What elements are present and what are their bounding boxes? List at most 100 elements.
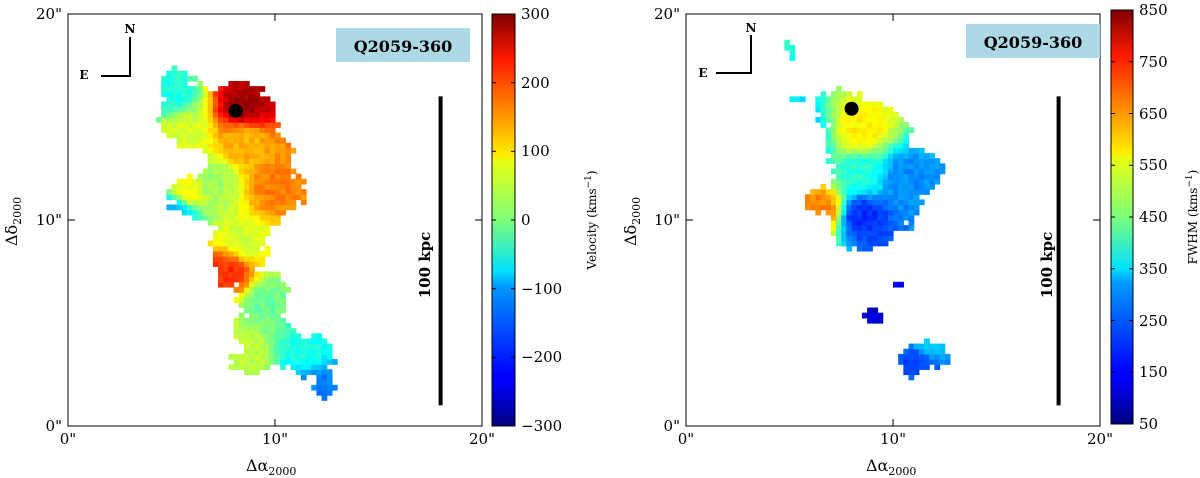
map-pixel xyxy=(887,142,894,149)
map-pixel xyxy=(218,173,224,180)
map-pixel xyxy=(228,158,235,164)
map-pixel xyxy=(841,106,848,113)
map-pixel xyxy=(238,194,245,200)
map-pixel xyxy=(275,147,281,154)
map-pixel xyxy=(192,75,198,82)
map-pixel xyxy=(841,163,848,170)
map-pixel xyxy=(218,183,224,190)
compass-north-label: N xyxy=(746,21,757,35)
map-pixel xyxy=(861,142,868,149)
map-pixel xyxy=(841,220,848,226)
map-pixel xyxy=(321,374,328,381)
map-pixel xyxy=(192,132,198,139)
map-pixel xyxy=(280,359,286,365)
map-pixel xyxy=(280,297,286,303)
map-pixel xyxy=(181,137,188,144)
map-pixel xyxy=(212,168,219,175)
map-pixel xyxy=(836,168,842,175)
map-pixel xyxy=(249,214,255,221)
map-pixel xyxy=(321,389,328,396)
map-pixel xyxy=(867,204,873,211)
map-pixel xyxy=(269,163,276,170)
map-pixel xyxy=(867,111,873,118)
map-pixel xyxy=(254,286,261,293)
map-pixel xyxy=(223,199,230,206)
map-pixel xyxy=(836,189,842,195)
map-pixel xyxy=(176,91,183,97)
map-pixel xyxy=(264,328,271,334)
map-pixel xyxy=(856,220,863,226)
map-pixel xyxy=(810,189,816,195)
map-pixel xyxy=(176,204,183,211)
map-pixel xyxy=(300,374,307,381)
map-pixel xyxy=(228,137,235,144)
map-pixel xyxy=(254,178,261,185)
map-pixel xyxy=(176,70,183,77)
map-pixel xyxy=(264,230,271,237)
map-pixel xyxy=(228,101,235,108)
map-pixel xyxy=(218,137,224,144)
map-pixel xyxy=(233,158,240,164)
map-pixel xyxy=(254,101,261,108)
map-pixel xyxy=(877,189,884,195)
map-pixel xyxy=(275,359,281,365)
map-pixel xyxy=(830,122,837,128)
map-pixel xyxy=(228,271,235,278)
map-pixel xyxy=(228,220,235,226)
map-pixel xyxy=(233,245,240,252)
map-pixel xyxy=(259,178,266,185)
map-pixel xyxy=(877,204,884,211)
map-pixel xyxy=(311,333,317,340)
map-pixel xyxy=(207,168,214,175)
map-pixel xyxy=(321,379,328,386)
map-pixel xyxy=(851,168,858,175)
map-pixel xyxy=(218,142,224,149)
map-pixel xyxy=(326,384,333,391)
map-pixel xyxy=(908,189,915,195)
map-pixel xyxy=(238,101,245,108)
map-pixel xyxy=(176,189,183,195)
map-pixel xyxy=(259,302,266,309)
map-pixel xyxy=(861,189,868,195)
map-pixel xyxy=(238,333,245,340)
map-pixel xyxy=(285,199,292,206)
map-pixel xyxy=(316,333,323,340)
map-pixel xyxy=(275,137,281,144)
map-pixel xyxy=(903,214,910,221)
map-pixel xyxy=(228,173,235,180)
map-pixel xyxy=(815,189,822,195)
map-pixel xyxy=(212,178,219,185)
map-pixel xyxy=(918,168,925,175)
map-pixel xyxy=(218,127,224,134)
map-pixel xyxy=(254,281,261,288)
map-pixel xyxy=(238,359,245,365)
map-pixel xyxy=(934,173,941,180)
map-pixel xyxy=(929,353,935,360)
map-pixel xyxy=(300,343,307,350)
map-pixel xyxy=(259,101,266,108)
map-pixel xyxy=(254,323,261,329)
map-pixel xyxy=(893,183,899,190)
map-pixel xyxy=(898,132,904,139)
map-pixel xyxy=(254,168,261,175)
map-pixel xyxy=(259,225,266,231)
map-pixel xyxy=(218,158,224,164)
map-pixel xyxy=(202,183,209,190)
map-pixel xyxy=(228,276,235,283)
map-pixel xyxy=(898,142,904,149)
map-pixel xyxy=(898,137,904,144)
map-pixel xyxy=(861,194,868,200)
map-pixel xyxy=(306,338,312,345)
map-pixel xyxy=(913,204,920,211)
map-pixel xyxy=(243,220,250,226)
map-pixel xyxy=(851,127,858,134)
map-pixel xyxy=(212,245,219,252)
map-pixel xyxy=(825,158,832,164)
map-pixel xyxy=(316,384,323,391)
map-pixel xyxy=(887,189,894,195)
map-pixel xyxy=(223,132,230,139)
map-pixel xyxy=(243,158,250,164)
scale-bar-label: 100 kpc xyxy=(416,232,434,299)
map-pixel xyxy=(877,168,884,175)
map-pixel xyxy=(856,158,863,164)
